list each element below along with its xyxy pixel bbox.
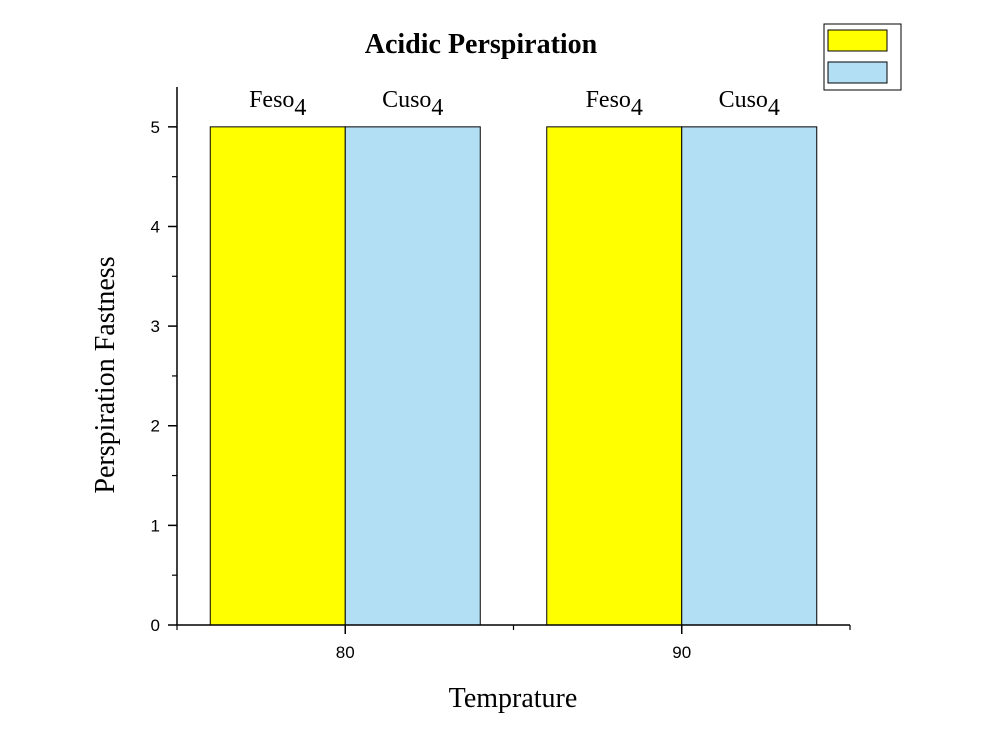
x-tick-label: 90 [672, 643, 691, 662]
x-tick-label: 80 [336, 643, 355, 662]
bar-cuso-90 [681, 126, 818, 626]
y-axis-label: Perspiration Fastness [90, 256, 121, 493]
y-tick-label: 1 [151, 516, 160, 535]
bar-label-cuso-80: Cuso4 [382, 87, 443, 121]
y-tick-label: 4 [151, 217, 160, 236]
y-tick-label: 3 [151, 317, 160, 336]
bar-label-feso-90: Feso4 [586, 87, 643, 121]
x-ticks: 80 90 [176, 625, 851, 662]
y-ticks: 0 1 2 3 4 5 [151, 118, 177, 635]
bar-label-cuso-90: Cuso4 [719, 87, 780, 121]
legend-swatch-cuso [827, 61, 888, 84]
bar-feso-90 [546, 126, 683, 626]
bar-cuso-80 [344, 126, 481, 626]
y-tick-label: 5 [151, 118, 160, 137]
bar-feso-80 [209, 126, 346, 626]
x-axis-label: Temprature [449, 683, 578, 714]
y-tick-label: 2 [151, 417, 160, 436]
legend-swatch-feso [827, 29, 888, 52]
bar-labels: Feso4 Cuso4 Feso4 Cuso4 [249, 87, 780, 121]
bars [209, 126, 818, 626]
legend [823, 23, 902, 91]
bar-label-feso-80: Feso4 [249, 87, 306, 121]
y-tick-label: 0 [151, 616, 160, 635]
chart-title: Acidic Perspiration [365, 29, 598, 60]
